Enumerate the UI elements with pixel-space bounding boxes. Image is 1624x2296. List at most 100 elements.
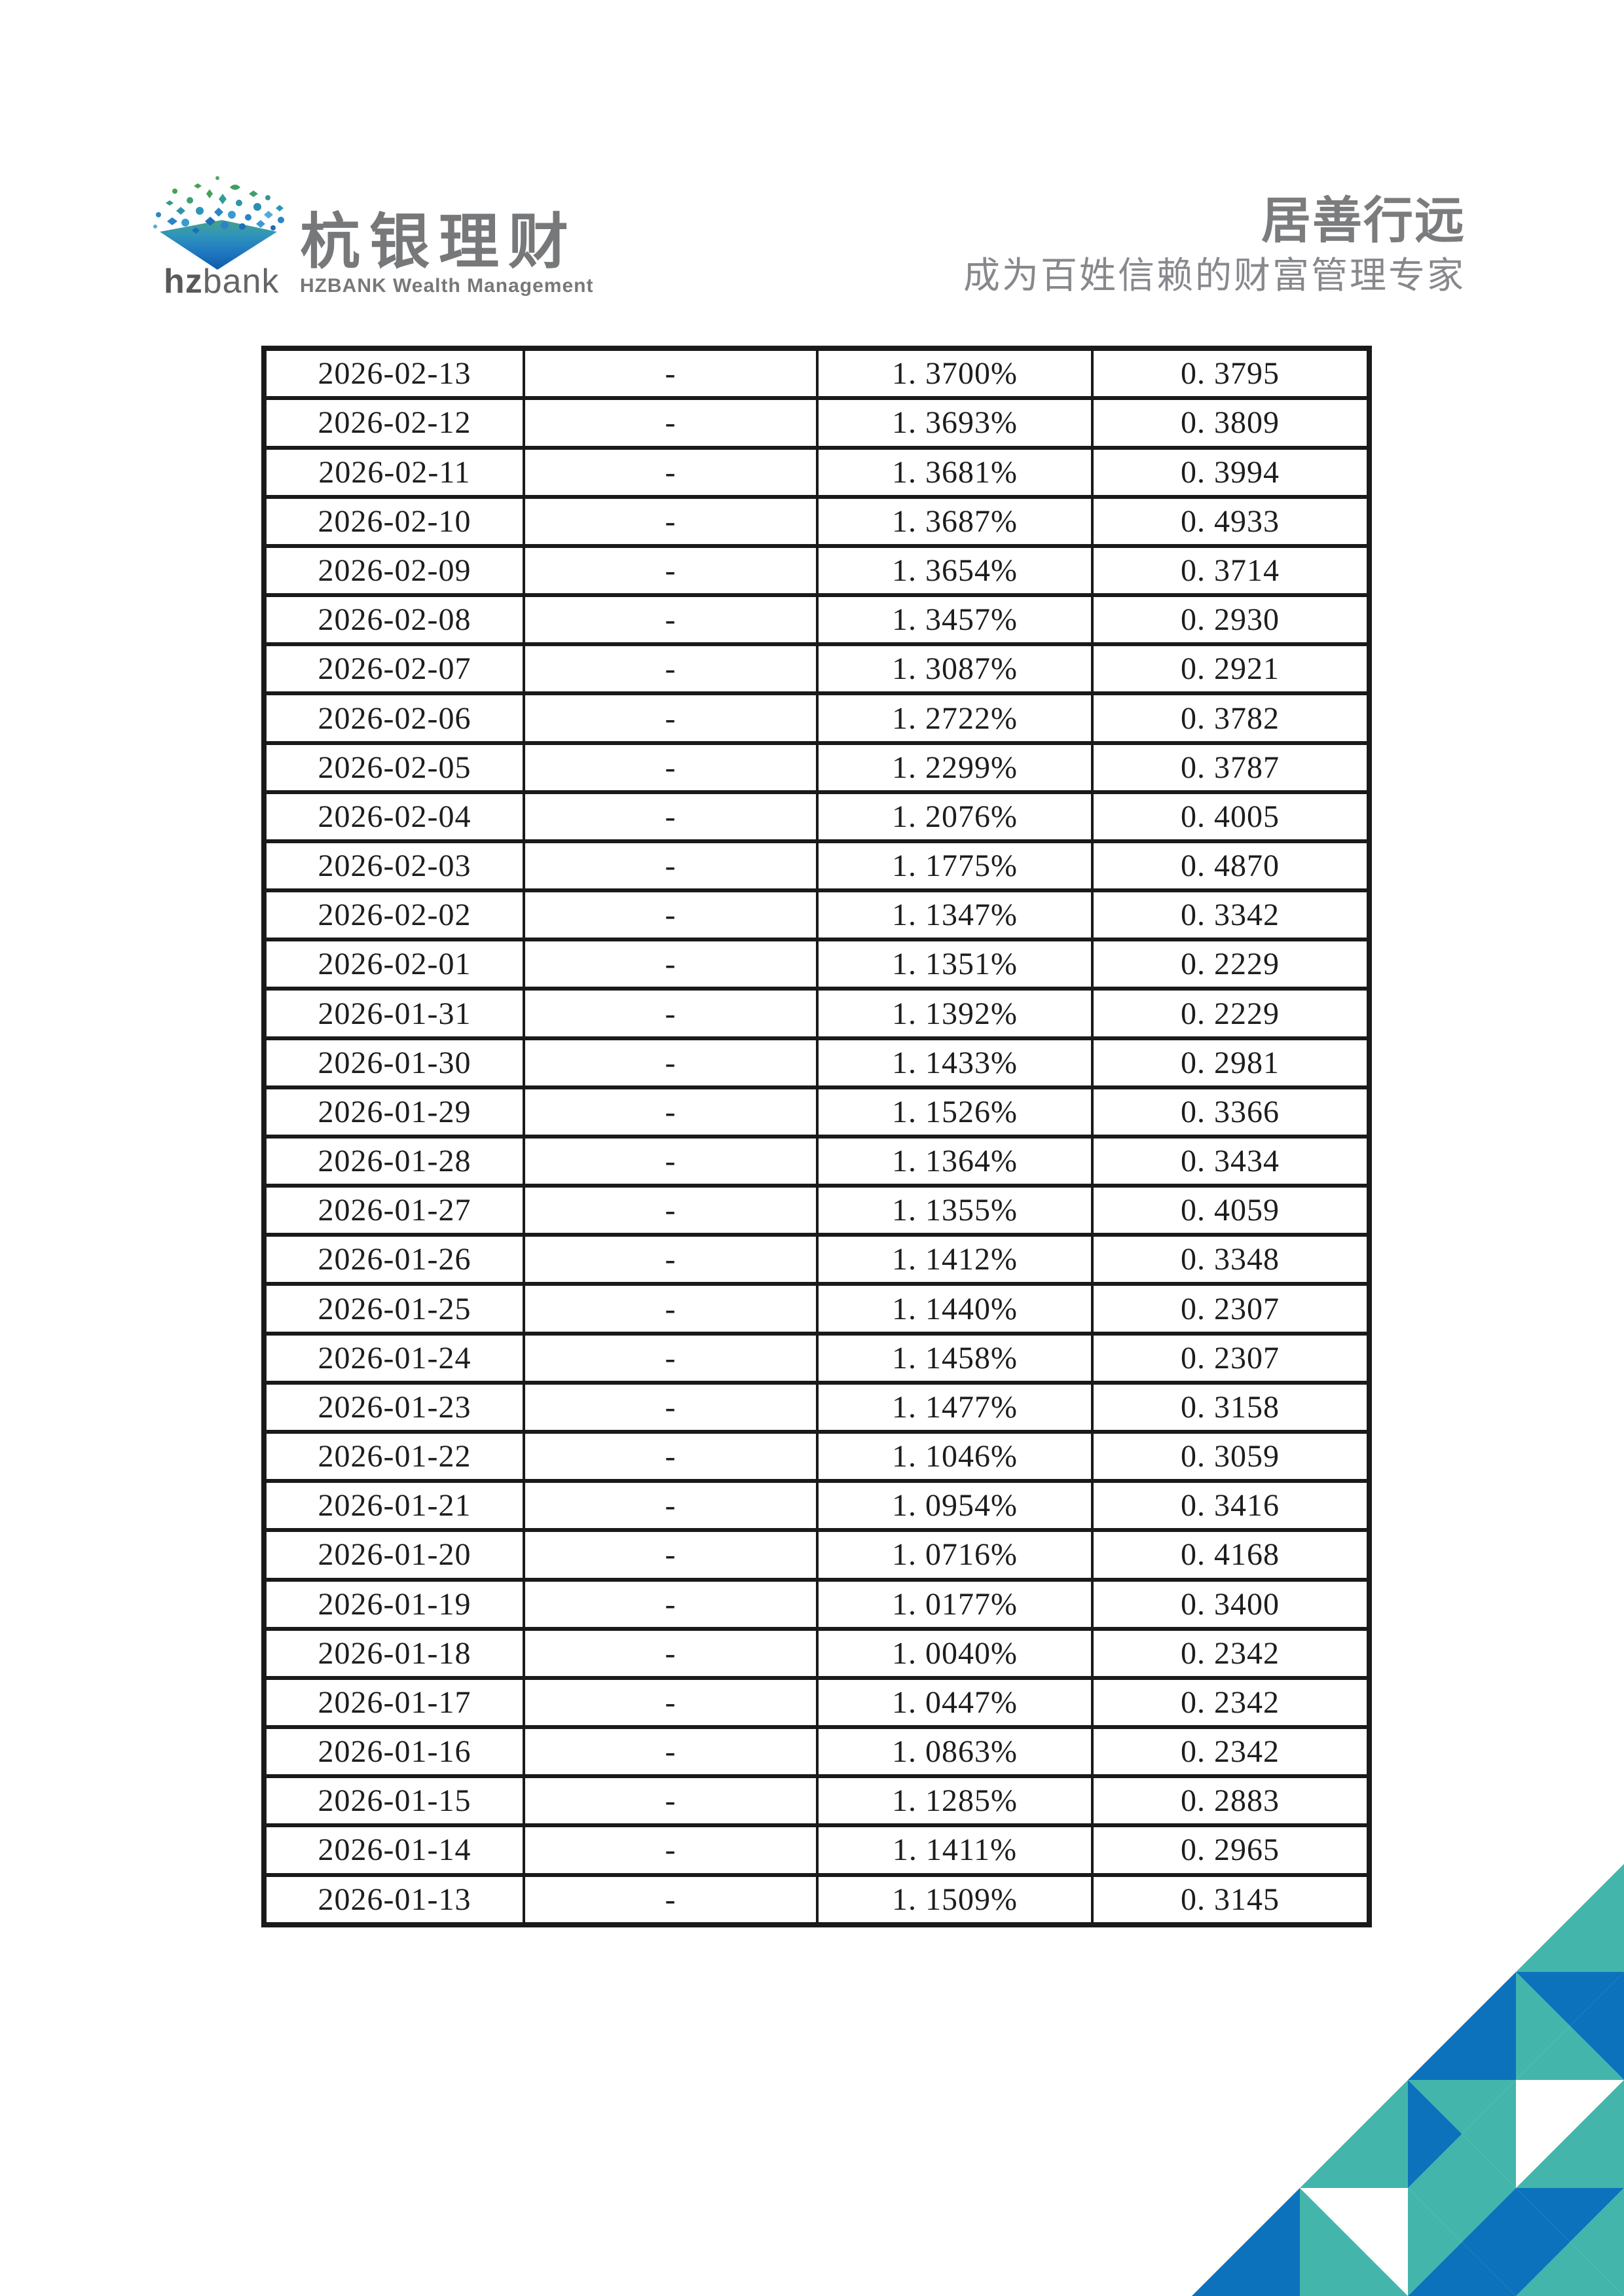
cell-dash: -: [523, 1282, 819, 1336]
cell-value: 0. 2981: [1091, 1036, 1371, 1089]
cell-value: 0. 2965: [1091, 1823, 1371, 1877]
cell-rate: 1. 0954%: [816, 1479, 1094, 1533]
cell-value: 0. 3366: [1091, 1085, 1371, 1139]
cell-rate: 1. 0040%: [816, 1626, 1094, 1680]
cell-value: 0. 3348: [1091, 1233, 1371, 1286]
cell-rate: 1. 1347%: [816, 888, 1094, 942]
cell-dash: -: [523, 888, 819, 942]
table-row: 2026-01-30 - 1. 1433% 0. 2981: [263, 1036, 1371, 1089]
cell-value: 0. 3787: [1091, 740, 1371, 794]
table-row: 2026-02-11 - 1. 3681% 0. 3994: [263, 445, 1371, 499]
cell-rate: 1. 0716%: [816, 1528, 1094, 1582]
table-row: 2026-01-25 - 1. 1440% 0. 2307: [263, 1282, 1371, 1336]
cell-date: 2026-01-25: [263, 1282, 525, 1336]
cell-rate: 1. 1775%: [816, 839, 1094, 893]
table-row: 2026-01-26 - 1. 1412% 0. 3348: [263, 1233, 1371, 1286]
cell-dash: -: [523, 1134, 819, 1188]
cell-value: 0. 2307: [1091, 1282, 1371, 1336]
cell-date: 2026-01-15: [263, 1774, 525, 1828]
cell-dash: -: [523, 593, 819, 647]
cell-rate: 1. 1355%: [816, 1184, 1094, 1237]
cell-rate: 1. 0863%: [816, 1725, 1094, 1779]
cell-rate: 1. 1411%: [816, 1823, 1094, 1877]
cell-date: 2026-01-14: [263, 1823, 525, 1877]
brand-hz: hz: [164, 263, 203, 301]
cell-date: 2026-01-24: [263, 1331, 525, 1385]
cell-date: 2026-02-11: [263, 445, 525, 499]
cell-date: 2026-01-31: [263, 987, 525, 1040]
cell-rate: 1. 1285%: [816, 1774, 1094, 1828]
cell-rate: 1. 1046%: [816, 1429, 1094, 1484]
cell-value: 0. 3342: [1091, 888, 1371, 942]
cell-rate: 1. 3654%: [816, 543, 1094, 598]
cell-rate: 1. 3687%: [816, 494, 1094, 548]
cell-value: 0. 2883: [1091, 1774, 1371, 1828]
cell-value: 0. 3809: [1091, 396, 1371, 450]
cell-dash: -: [523, 642, 819, 696]
cell-date: 2026-02-10: [263, 494, 525, 548]
cell-date: 2026-02-04: [263, 790, 525, 843]
table-row: 2026-01-22 - 1. 1046% 0. 3059: [263, 1429, 1371, 1484]
cell-date: 2026-01-21: [263, 1479, 525, 1533]
cell-value: 0. 3714: [1091, 543, 1371, 598]
cell-date: 2026-02-03: [263, 839, 525, 893]
corner-triangle-mosaic: [1192, 1864, 1624, 2296]
cell-date: 2026-02-13: [263, 346, 525, 401]
cell-rate: 1. 2722%: [816, 691, 1094, 745]
slogan-title: 居善行远: [1261, 193, 1466, 249]
cell-value: 0. 2342: [1091, 1675, 1371, 1730]
cell-dash: -: [523, 938, 819, 991]
cell-dash: -: [523, 987, 819, 1040]
cell-date: 2026-01-30: [263, 1036, 525, 1089]
cell-rate: 1. 3681%: [816, 445, 1094, 499]
cell-rate: 1. 3457%: [816, 593, 1094, 647]
table-row: 2026-02-01 - 1. 1351% 0. 2229: [263, 938, 1371, 991]
cell-date: 2026-02-08: [263, 593, 525, 647]
table-row: 2026-01-21 - 1. 0954% 0. 3416: [263, 1479, 1371, 1533]
cell-date: 2026-01-23: [263, 1380, 525, 1434]
cell-dash: -: [523, 346, 819, 401]
hzbank-logo-icon: [153, 176, 284, 270]
cell-rate: 1. 1458%: [816, 1331, 1094, 1385]
cell-dash: -: [523, 839, 819, 893]
cell-dash: -: [523, 1823, 819, 1877]
cell-value: 0. 3994: [1091, 445, 1371, 499]
cell-dash: -: [523, 494, 819, 548]
table-row: 2026-01-31 - 1. 1392% 0. 2229: [263, 987, 1371, 1040]
cell-value: 0. 2921: [1091, 642, 1371, 696]
cell-dash: -: [523, 1233, 819, 1286]
cell-rate: 1. 0447%: [816, 1675, 1094, 1730]
table-row: 2026-01-17 - 1. 0447% 0. 2342: [263, 1675, 1371, 1730]
cell-value: 0. 2342: [1091, 1725, 1371, 1779]
table-row: 2026-02-09 - 1. 3654% 0. 3714: [263, 543, 1371, 598]
cell-dash: -: [523, 1528, 819, 1582]
logo-splash-particles: [153, 176, 284, 234]
cell-rate: 1. 1351%: [816, 938, 1094, 991]
cell-rate: 1. 1526%: [816, 1085, 1094, 1139]
table-row: 2026-01-23 - 1. 1477% 0. 3158: [263, 1380, 1371, 1434]
cell-date: 2026-01-26: [263, 1233, 525, 1286]
table-row: 2026-01-29 - 1. 1526% 0. 3366: [263, 1085, 1371, 1139]
cell-dash: -: [523, 1036, 819, 1089]
table-row: 2026-01-18 - 1. 0040% 0. 2342: [263, 1626, 1371, 1680]
cell-dash: -: [523, 445, 819, 499]
cell-date: 2026-01-18: [263, 1626, 525, 1680]
cell-date: 2026-02-01: [263, 938, 525, 991]
cell-value: 0. 3059: [1091, 1429, 1371, 1484]
cell-rate: 1. 1509%: [816, 1872, 1094, 1927]
cell-date: 2026-01-13: [263, 1872, 525, 1927]
cell-rate: 1. 1392%: [816, 987, 1094, 1040]
cell-value: 0. 4933: [1091, 494, 1371, 548]
cell-date: 2026-02-12: [263, 396, 525, 450]
brand-bank: bank: [202, 263, 280, 301]
cell-dash: -: [523, 1774, 819, 1828]
table-row: 2026-02-13 - 1. 3700% 0. 3795: [263, 346, 1371, 401]
cell-date: 2026-01-17: [263, 1675, 525, 1730]
table-row: 2026-02-05 - 1. 2299% 0. 3787: [263, 740, 1371, 794]
cell-rate: 1. 3087%: [816, 642, 1094, 696]
nav-history-table: 2026-02-13 - 1. 3700% 0. 3795 2026-02-12…: [261, 346, 1372, 1927]
cell-value: 0. 2930: [1091, 593, 1371, 647]
cell-rate: 1. 1412%: [816, 1233, 1094, 1286]
cell-rate: 1. 1364%: [816, 1134, 1094, 1188]
